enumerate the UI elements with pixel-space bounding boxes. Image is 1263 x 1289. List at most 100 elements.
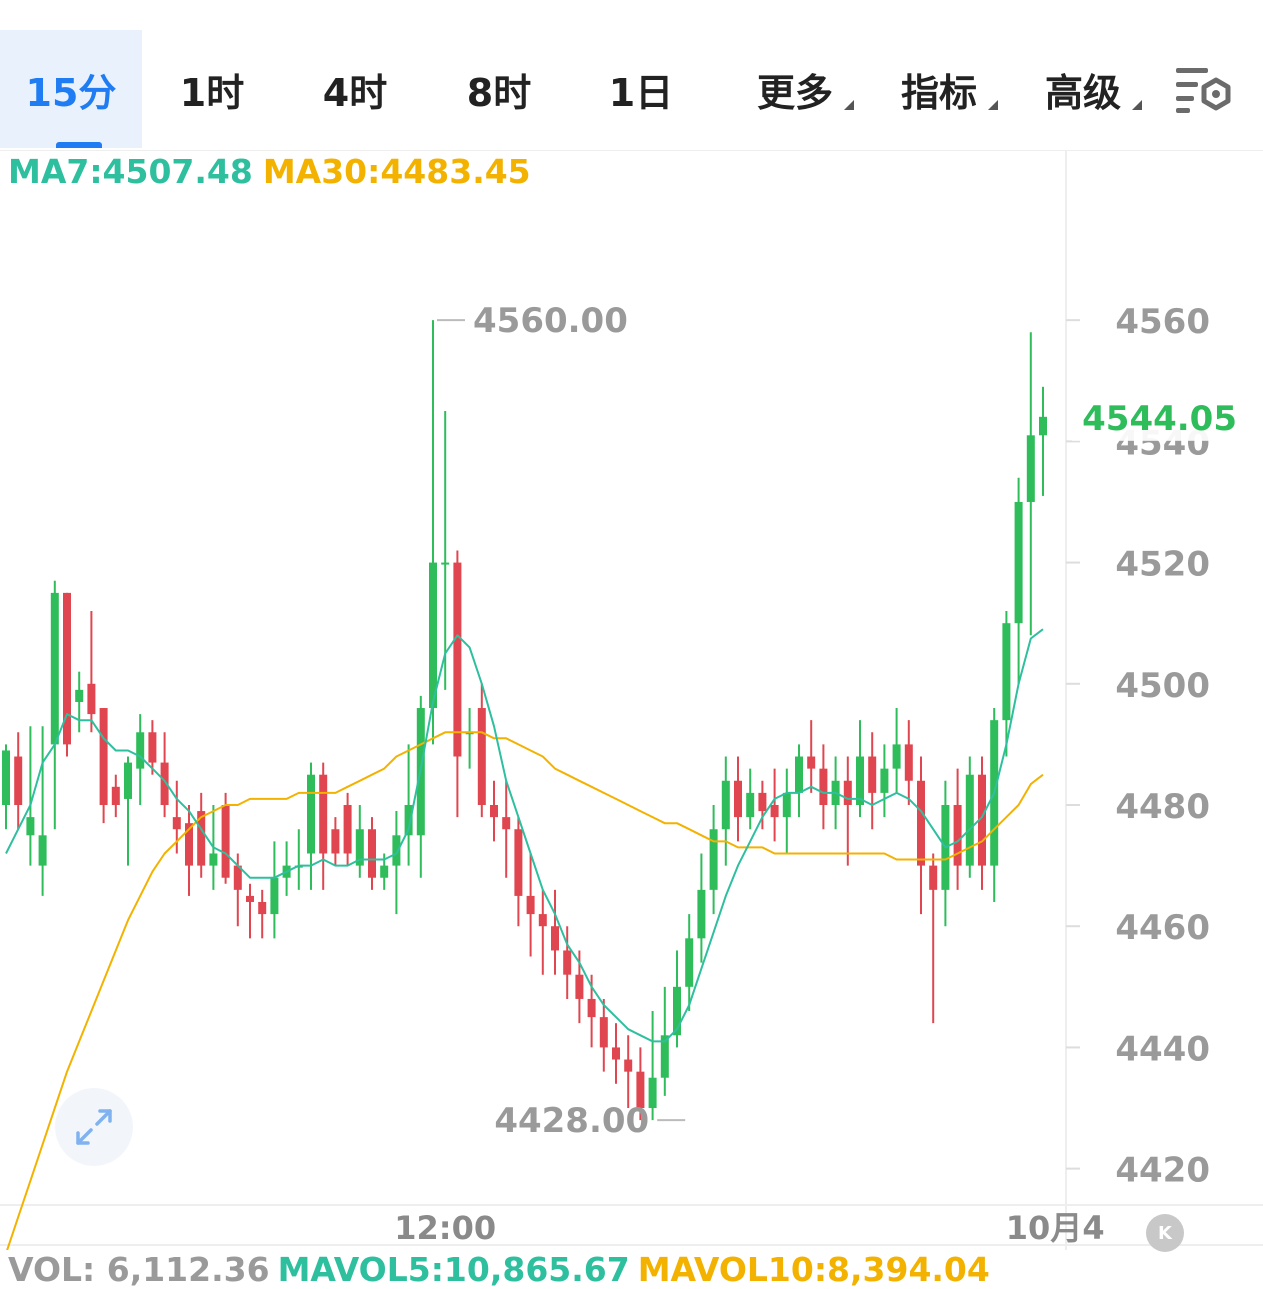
tab-label: 指标 [900,70,977,115]
candle-down [612,1047,620,1060]
candle-down [148,732,157,763]
candle-up [75,689,84,702]
candle-up [782,792,791,818]
candle-down [233,865,242,890]
candle-up [709,829,718,890]
candle-up [404,805,413,836]
caret-icon [988,100,998,110]
candle-down [514,829,523,896]
x-tick-label: 12:00 [394,1209,496,1247]
candle-down [868,756,877,793]
candle-down [807,756,816,769]
candle-down [587,998,596,1018]
candle-up [697,889,706,939]
candle-up [2,750,10,805]
candle-up [441,562,450,565]
ma7-value: MA7:4507.48 [8,152,253,191]
candle-up [1039,416,1047,436]
ma-legend: MA7:4507.48 MA30:4483.45 [8,152,531,191]
candle-down [111,786,120,805]
chart-settings-icon [1176,68,1231,113]
expand-chart-button[interactable] [55,1088,133,1166]
candle-down [368,829,376,878]
candle-up [880,768,889,793]
candle-down [63,592,71,745]
caret-icon [844,100,854,110]
candle-down [453,562,462,757]
ma30-line [6,731,1044,1250]
tab-indicators[interactable]: 指标 [884,30,998,148]
candle-up [660,1035,669,1078]
chart-settings-button[interactable] [1168,62,1238,120]
candle-up [673,986,681,1036]
mavol5-value: MAVOL5:10,865.67 [277,1250,630,1289]
volume-legend: VOL: 6,112.36 MAVOL5:10,865.67 MAVOL10:8,3… [8,1250,990,1289]
x-tick-label: 10月4 [1006,1209,1105,1247]
tab-advanced[interactable]: 高级 [1028,30,1142,148]
candle-up [270,877,279,915]
candle-up [380,865,389,878]
last-price-tag-bg [1072,390,1262,441]
candle-down [551,926,559,951]
candle-down [490,805,498,818]
y-tick-label: 4520 [1115,545,1210,585]
tab-1day[interactable]: 1日 [594,30,688,148]
tab-label: 高级 [1044,70,1121,115]
candle-up [38,835,47,866]
candle-up [429,562,437,709]
y-tick-label: 4480 [1115,787,1210,827]
y-tick-label: 4420 [1115,1151,1210,1191]
ma7-line [5,628,1044,1043]
candle-down [526,895,535,915]
candle-down [477,708,486,805]
candle-down [172,817,181,830]
candle-down [563,950,572,975]
candle-up [746,792,755,818]
candle-down [904,744,913,781]
candle-up [26,817,35,836]
candle-down [734,780,742,818]
candle-up [209,853,218,866]
tab-label: 8时 [466,70,532,115]
expand-arrows-icon [76,1109,112,1145]
candle-down [185,823,193,866]
candle-down [953,805,962,866]
y-tick-label: 4460 [1115,908,1210,948]
timeframe-tabbar: 15分 1时 4时 8时 1日 更多 指标 高级 [0,0,1263,150]
tab-15min[interactable]: 15分 [0,30,142,148]
candle-down [599,1017,608,1048]
candle-down [14,756,23,805]
candle-down [258,901,267,915]
tabbar-divider [0,150,1263,151]
tab-label: 4时 [322,70,388,115]
k-badge-label: K [1158,1222,1172,1244]
y-tick-label: 4500 [1115,666,1210,706]
candle-down [99,708,108,805]
tab-label: 15分 [25,70,117,115]
ma30-value: MA30:4483.45 [262,152,531,191]
low-price-label: 4428.00 [494,1101,649,1141]
candle-down [246,895,254,902]
candle-down [319,774,328,854]
candle-up [307,774,315,854]
candle-up [1002,623,1011,721]
candle-up [965,774,974,866]
candle-up [685,938,694,987]
tab-8hour[interactable]: 8时 [452,30,546,148]
candle-down [624,1059,633,1072]
candle-down [917,780,925,866]
candle-down [636,1071,645,1109]
candle-down [87,683,96,715]
candle-up [795,756,803,793]
candle-down [343,805,352,854]
y-tick-label: 4440 [1115,1029,1210,1069]
tab-4hour[interactable]: 4时 [308,30,402,148]
tab-1hour[interactable]: 1时 [165,30,259,148]
tab-more[interactable]: 更多 [740,30,854,148]
candle-up [856,756,864,805]
candle-down [502,817,511,830]
candle-up [392,835,401,866]
candle-down [538,914,547,927]
candle-down [843,780,852,805]
